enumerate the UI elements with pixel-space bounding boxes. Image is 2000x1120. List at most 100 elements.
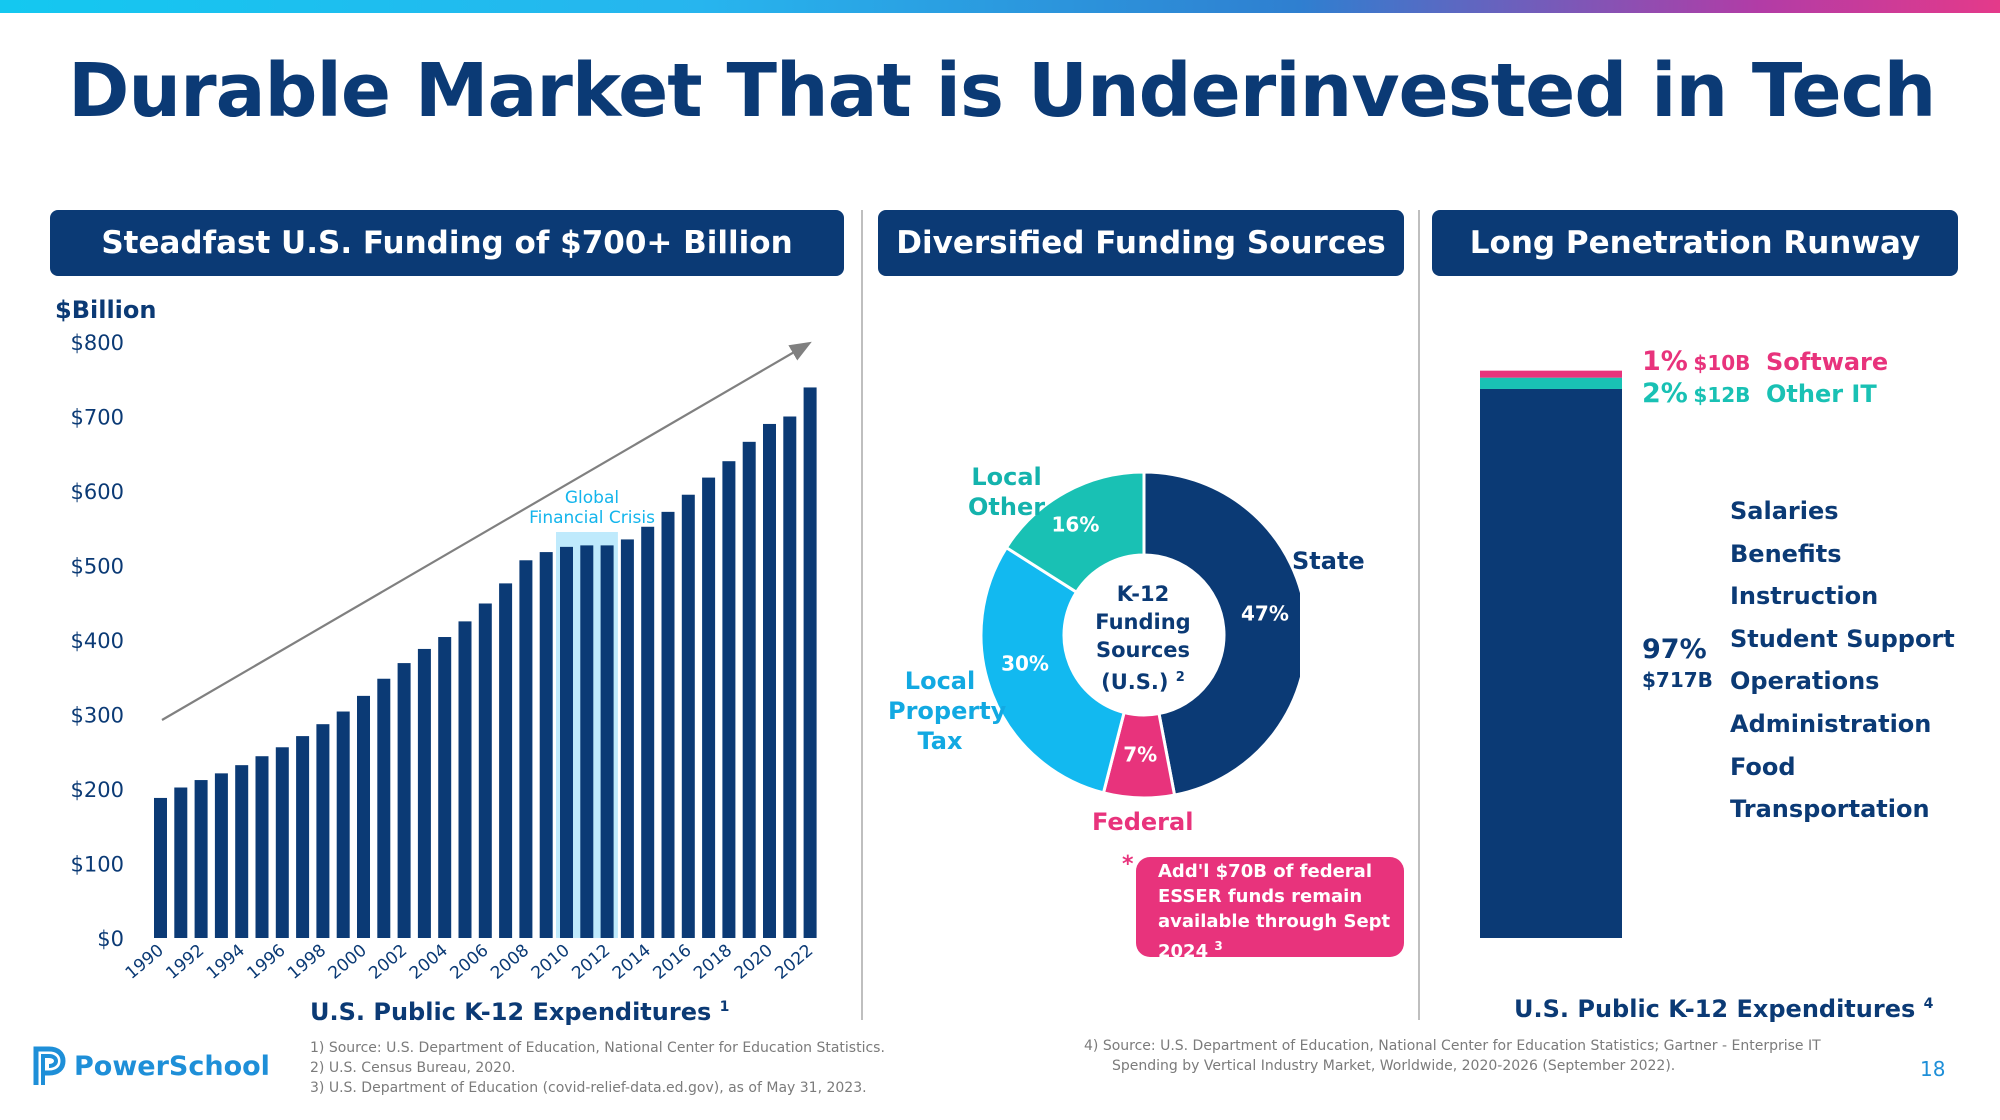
slice-value-local-property-tax: 30% — [1001, 652, 1049, 676]
donut-center-line-2: Funding — [1095, 610, 1191, 634]
funding-sources-donut: 47% 7% 30% 16% — [980, 470, 1300, 800]
stack-segment-other-it — [1480, 377, 1622, 389]
local-other-label: Local Other — [968, 462, 1045, 522]
bar-1995 — [255, 756, 269, 938]
local-property-line-2: Property — [888, 697, 1007, 725]
x-tick-label: 1990 — [122, 941, 168, 984]
bar-1998 — [316, 724, 330, 938]
bar-2008 — [519, 560, 533, 938]
y-tick-label: $300 — [71, 704, 124, 728]
rest-pct: 97% — [1642, 634, 1707, 665]
stack-segment-software — [1480, 370, 1622, 378]
esser-line-1: Add'l $70B of federal — [1158, 861, 1372, 882]
software-share: 1% $10B Software — [1642, 346, 1888, 377]
esser-asterisk: * — [1122, 852, 1134, 877]
y-tick-label: $700 — [71, 406, 124, 430]
x-tick-label: 2010 — [528, 941, 574, 984]
esser-line-2: ESSER funds remain — [1158, 886, 1363, 907]
powerschool-logo: PowerSchool — [32, 1045, 270, 1087]
sources-panel-header: Diversified Funding Sources — [878, 210, 1404, 276]
bar-2014 — [641, 526, 655, 938]
bar-1991 — [174, 787, 188, 938]
stack-segment-core — [1480, 388, 1622, 939]
bar-1992 — [194, 780, 208, 938]
x-tick-label: 1994 — [203, 941, 249, 984]
x-tick-label: 2002 — [365, 941, 411, 984]
bar-2013 — [620, 539, 634, 938]
x-tick-label: 2012 — [568, 941, 614, 984]
panel-divider-right — [1418, 210, 1420, 1020]
footnote-3: 3) U.S. Department of Education (covid-r… — [310, 1080, 867, 1096]
footnotes-left: 1) Source: U.S. Department of Education,… — [310, 1038, 885, 1098]
x-tick-label: 2006 — [447, 941, 493, 984]
software-pct: 1% — [1642, 346, 1688, 377]
x-tick-label: 1992 — [162, 941, 208, 984]
x-tick-label: 1998 — [284, 941, 330, 984]
footnote-4a: 4) Source: U.S. Department of Education,… — [1084, 1038, 1821, 1054]
bar-2003 — [417, 648, 431, 938]
x-tick-label: 2000 — [325, 941, 371, 984]
x-tick-label: 2016 — [650, 941, 696, 984]
footnote-4b: Spending by Vertical Industry Market, Wo… — [1112, 1058, 1676, 1074]
software-amount: $10B — [1693, 351, 1751, 375]
bar-2022 — [803, 387, 817, 938]
left-x-axis-footnote-ref: 1 — [719, 999, 730, 1015]
bar-1994 — [235, 765, 249, 938]
other-it-pct: 2% — [1642, 378, 1688, 409]
funding-bar-chart: $0$100$200$300$400$500$600$700$800 19901… — [71, 331, 818, 984]
esser-line-4-text: 2024 — [1158, 941, 1209, 962]
footnote-2: 2) U.S. Census Bureau, 2020. — [310, 1060, 516, 1076]
bar-2015 — [661, 511, 675, 938]
financial-crisis-annotation: Global Financial Crisis — [520, 488, 664, 528]
left-x-axis-title: U.S. Public K-12 Expenditures 1 — [310, 998, 729, 1026]
other-it-label: Other IT — [1766, 380, 1877, 408]
x-tick-label: 2022 — [771, 941, 817, 984]
expenditure-stacked-bar — [1480, 370, 1622, 939]
y-tick-label: $200 — [71, 778, 124, 802]
bar-1993 — [214, 773, 228, 938]
donut-center-label: K-12 Funding Sources (U.S.) 2 — [1082, 580, 1204, 696]
funding-panel-header: Steadfast U.S. Funding of $700+ Billion — [50, 210, 844, 276]
bar-2007 — [499, 583, 513, 938]
bar-2020 — [763, 423, 776, 938]
bar-2021 — [783, 416, 797, 938]
local-other-line-1: Local — [971, 463, 1042, 491]
esser-callout: Add'l $70B of federal ESSER funds remain… — [1136, 857, 1404, 962]
top-accent-bar — [0, 0, 2000, 13]
donut-center-line-4: (U.S.) 2 — [1082, 664, 1204, 696]
bar-2011 — [580, 545, 594, 938]
powerschool-logo-icon — [33, 1046, 66, 1085]
slice-local-property-tax — [980, 545, 1126, 795]
bar-2017 — [702, 477, 716, 938]
y-tick-label: $600 — [71, 480, 124, 504]
powerschool-logo-text: PowerSchool — [74, 1050, 270, 1082]
panel-divider-left — [861, 210, 863, 1020]
slice-value-state: 47% — [1241, 602, 1289, 626]
category-transportation: Transportation — [1730, 795, 1930, 824]
local-property-line-1: Local — [904, 667, 976, 695]
expenditure-categories: Salaries Benefits Instruction Student Su… — [1730, 490, 1955, 831]
other-it-amount: $12B — [1693, 383, 1751, 407]
software-label: Software — [1766, 348, 1889, 376]
page-title: Durable Market That is Underinvested in … — [68, 48, 1936, 134]
y-tick-label: $100 — [71, 853, 124, 877]
slice-value-local-other: 16% — [1052, 513, 1100, 537]
runway-panel-header: Long Penetration Runway — [1432, 210, 1958, 276]
category-administration: Administration — [1730, 709, 1932, 738]
bar-2016 — [681, 494, 695, 938]
left-x-axis-title-text: U.S. Public K-12 Expenditures — [310, 998, 712, 1026]
category-instruction: Instruction — [1730, 582, 1879, 611]
y-tick-label: $500 — [71, 555, 124, 579]
bar-2006 — [478, 603, 492, 938]
local-property-line-3: Tax — [917, 727, 963, 755]
right-x-axis-title: U.S. Public K-12 Expenditures 4 — [1514, 995, 1933, 1023]
bar-2000 — [357, 695, 370, 938]
state-label: State — [1292, 547, 1365, 575]
category-student-support: Student Support — [1730, 624, 1955, 653]
local-property-tax-label: Local Property Tax — [888, 666, 1007, 756]
bar-1999 — [336, 711, 350, 938]
annotation-line-2: Financial Crisis — [529, 508, 655, 528]
bar-1990 — [154, 797, 167, 938]
x-tick-label: 2004 — [406, 941, 452, 984]
category-salaries: Salaries — [1730, 497, 1839, 525]
